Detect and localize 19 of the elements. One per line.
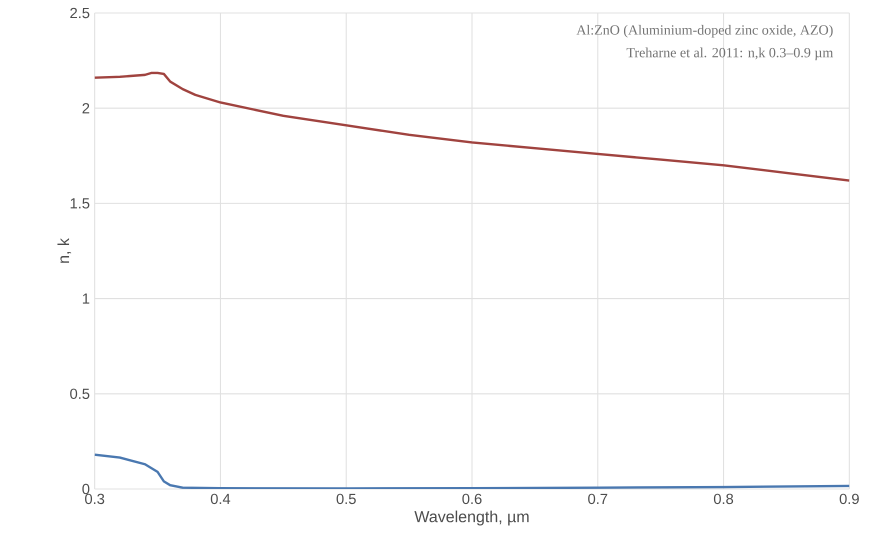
y-axis-title: n, k bbox=[57, 238, 72, 263]
annotation: Treharne et al. 2011: n,k 0.3–0.9 µm bbox=[626, 48, 834, 60]
x-tick-label: 0.9 bbox=[840, 494, 859, 504]
x-tick-label: 0.3 bbox=[85, 494, 104, 504]
line-series bbox=[94, 454, 850, 489]
y-tick-label: 2.5 bbox=[70, 8, 90, 18]
x-tick-label: 0.8 bbox=[714, 494, 734, 504]
x-tick-label: 0.5 bbox=[336, 494, 356, 504]
y-tick-label: 0 bbox=[82, 484, 90, 494]
annotation: Al:ZnO (Aluminium-doped zinc oxide, AZO) bbox=[576, 24, 833, 38]
line-series bbox=[94, 72, 850, 182]
y-tick-label: 2 bbox=[82, 103, 90, 114]
x-tick-label: 0.4 bbox=[210, 494, 230, 504]
y-tick-label: 1.5 bbox=[70, 198, 90, 209]
x-tick-label: 0.6 bbox=[462, 494, 482, 504]
y-tick-label: 1 bbox=[82, 294, 90, 304]
x-tick-label: 0.7 bbox=[588, 494, 608, 504]
x-axis-title: Wavelength, µm bbox=[414, 510, 529, 526]
y-tick-label: 0.5 bbox=[70, 388, 90, 399]
